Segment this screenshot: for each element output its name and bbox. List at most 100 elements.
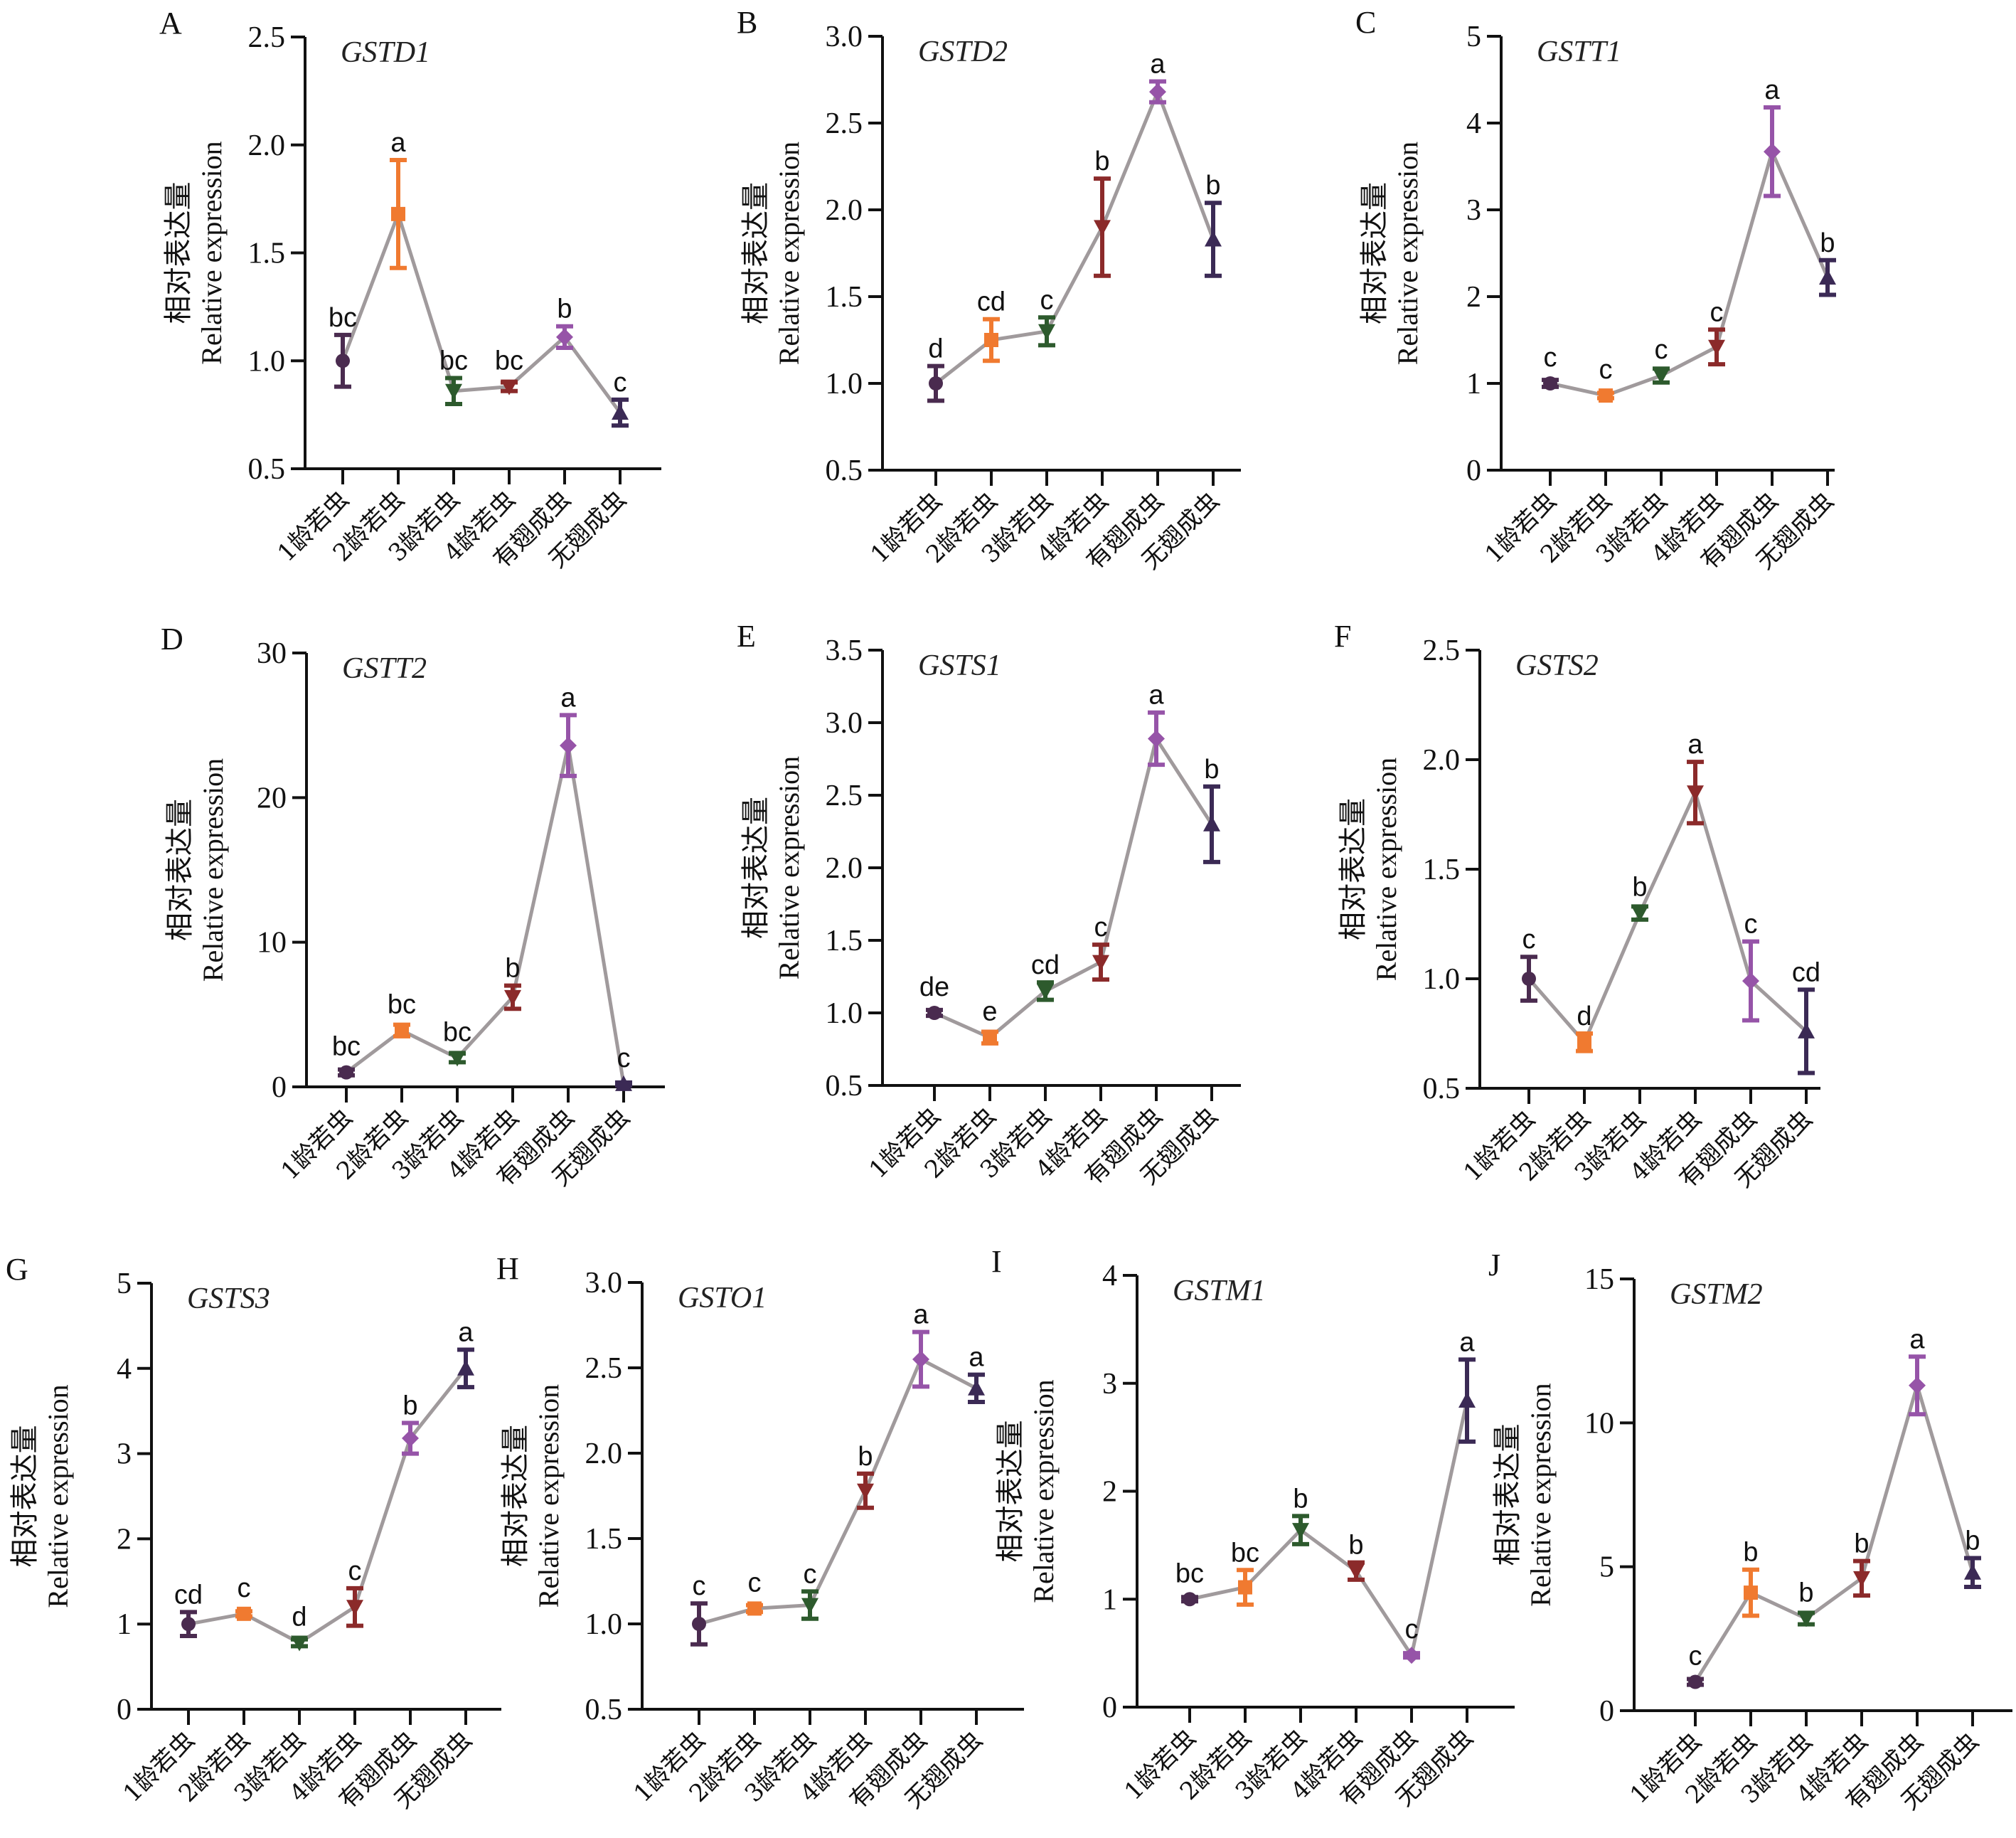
y-axis-label-en: Relative expression (533, 1384, 565, 1608)
data-point: bc (495, 346, 523, 395)
y-tick-label: 1.0 (248, 345, 286, 378)
y-tick-label: 3.0 (826, 707, 863, 740)
y-tick-label: 10 (1584, 1407, 1614, 1440)
marker-diamond (1149, 83, 1166, 101)
data-point: a (1909, 1324, 1926, 1417)
significance-letter: bc (495, 346, 523, 376)
y-tick-label: 3.0 (826, 21, 863, 53)
y-tick-label: 0 (117, 1694, 132, 1726)
significance-letter: c (1710, 297, 1724, 327)
significance-letter: c (614, 368, 627, 398)
data-point: bc (1175, 1558, 1204, 1607)
data-point: c (235, 1573, 252, 1621)
data-point: b (1348, 1531, 1365, 1582)
y-tick-label: 1.5 (585, 1523, 623, 1556)
y-axis-label-cn: 相对表达量 (994, 1420, 1026, 1563)
marker-diamond (1742, 972, 1759, 990)
marker-triangle-up (1205, 230, 1222, 247)
y-axis-label-en: Relative expression (196, 141, 228, 364)
data-point: c (615, 1043, 632, 1091)
marker-triangle-down (501, 379, 518, 395)
significance-letter: c (804, 1559, 817, 1589)
data-point: b (1631, 873, 1648, 922)
marker-circle (1688, 1674, 1702, 1689)
series-line (698, 1356, 978, 1626)
marker-triangle-up (1819, 269, 1836, 285)
data-point: b (857, 1442, 874, 1510)
significance-letter: c (1040, 285, 1054, 315)
y-axis-label-en: Relative expression (42, 1384, 74, 1608)
panel-letter: G (6, 1252, 28, 1287)
y-tick-label: 1 (1102, 1583, 1117, 1616)
y-tick-label: 1.0 (585, 1608, 623, 1641)
significance-letter: c (348, 1556, 362, 1586)
significance-letter: b (402, 1391, 417, 1420)
y-tick-label: 5 (117, 1268, 132, 1300)
marker-square (1238, 1580, 1252, 1595)
marker-triangle-down (801, 1598, 818, 1614)
data-point: c (1687, 1642, 1704, 1689)
data-point: e (981, 997, 998, 1046)
marker-triangle-down (1798, 1611, 1815, 1627)
marker-square (983, 1030, 997, 1045)
significance-letter: b (1798, 1578, 1813, 1608)
gene-title: GSTS1 (918, 649, 1001, 682)
data-point: a (457, 1317, 474, 1390)
significance-letter: cd (977, 287, 1006, 317)
series-line (1550, 146, 1830, 398)
y-tick-label: 2.0 (248, 129, 286, 162)
data-point: b (1205, 171, 1222, 278)
data-point: bc (443, 1017, 471, 1067)
y-tick-label: 2.0 (826, 852, 863, 885)
marker-triangle-down (291, 1635, 308, 1652)
y-axis-label-en: Relative expression (1028, 1379, 1060, 1603)
y-tick-label: 2.0 (826, 194, 863, 227)
marker-square (984, 333, 998, 347)
marker-diamond (1403, 1647, 1420, 1664)
y-tick-label: 0 (1102, 1691, 1117, 1724)
marker-circle (339, 1065, 353, 1080)
data-point: b (402, 1391, 419, 1456)
panel-a: A GSTD1 相对表达量 Relative expression 0.5 1.0 1.5 2… (159, 6, 661, 574)
marker-square (747, 1601, 762, 1616)
significance-letter: c (1544, 343, 1557, 373)
marker-triangle-up (1458, 1392, 1476, 1408)
y-tick-label: 3 (1466, 194, 1481, 227)
significance-letter: b (1293, 1484, 1308, 1514)
series-line (345, 745, 626, 1085)
y-tick-label: 1 (1466, 368, 1481, 400)
y-tick-label: 2.5 (248, 21, 286, 54)
panel-letter: F (1334, 619, 1351, 654)
y-tick-label: 0 (1599, 1695, 1614, 1728)
data-point: d (291, 1603, 308, 1652)
data-point: c (801, 1559, 818, 1621)
y-tick-label: 3.0 (585, 1267, 623, 1300)
y-axis-label-cn: 相对表达量 (1337, 798, 1369, 940)
significance-letter: c (748, 1568, 762, 1598)
significance-letter: b (1854, 1529, 1869, 1559)
gene-title: GSTS2 (1515, 649, 1599, 682)
significance-letter: bc (1175, 1558, 1204, 1588)
y-tick-label: 2.5 (585, 1352, 623, 1385)
marker-triangle-up (1798, 1022, 1815, 1038)
data-point: a (968, 1343, 985, 1404)
significance-letter: bc (332, 1032, 361, 1062)
gene-title: GSTD2 (918, 36, 1008, 68)
data-point: bc (1231, 1538, 1259, 1607)
data-point: c (1742, 910, 1759, 1023)
panel-letter: B (737, 5, 757, 40)
gene-title: GSTS3 (187, 1282, 270, 1315)
significance-letter: b (1632, 873, 1647, 903)
y-tick-label: 4 (117, 1353, 132, 1386)
marker-circle (1543, 376, 1557, 391)
y-tick-label: 2.5 (826, 780, 863, 812)
significance-letter: b (1743, 1538, 1758, 1568)
data-point: a (1148, 681, 1165, 767)
significance-letter: a (390, 128, 406, 158)
data-point: bc (329, 303, 357, 389)
y-tick-label: 2.0 (1423, 744, 1461, 777)
significance-letter: d (292, 1603, 306, 1632)
marker-square (1599, 388, 1613, 403)
